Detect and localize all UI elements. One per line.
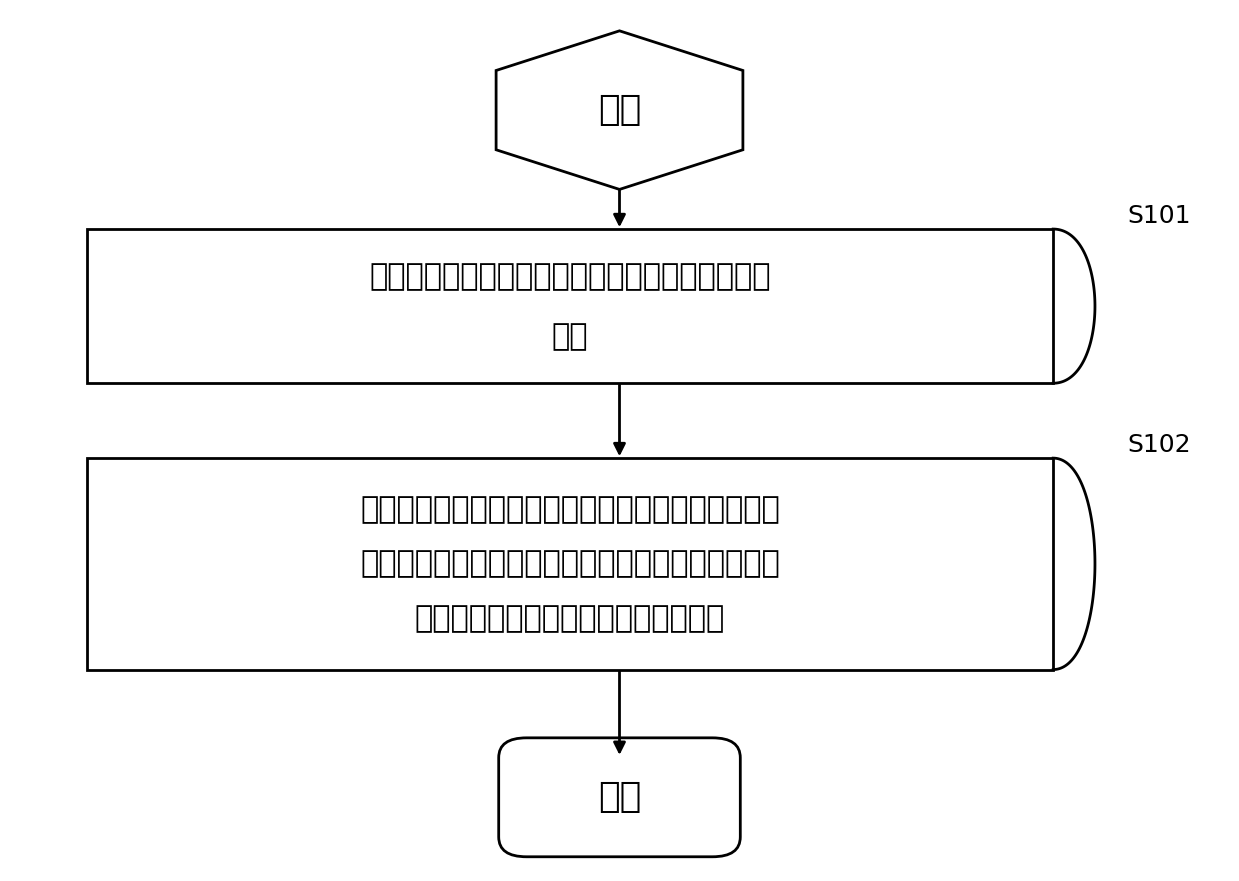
Polygon shape [496, 31, 743, 189]
Text: 当预判所述第一数据包有被丢弃的风险时，向所述数: 当预判所述第一数据包有被丢弃的风险时，向所述数 [361, 495, 779, 523]
Text: S102: S102 [1127, 433, 1191, 457]
Bar [87, 458, 1053, 670]
Text: 监控端对数据输入端预发送的第一数据包进行实时: 监控端对数据输入端预发送的第一数据包进行实时 [369, 263, 771, 292]
Text: 据输入端发送暂停消息；并根据所述暂停消息控制所: 据输入端发送暂停消息；并根据所述暂停消息控制所 [361, 550, 779, 578]
Text: 开始: 开始 [598, 93, 641, 127]
Text: 预判: 预判 [551, 322, 589, 352]
FancyBboxPatch shape [498, 738, 740, 856]
Bar [87, 229, 1053, 383]
Text: 述数据输入端对所述第一数据包的发送: 述数据输入端对所述第一数据包的发送 [415, 604, 725, 633]
Text: S101: S101 [1127, 204, 1191, 228]
Text: 结束: 结束 [598, 781, 641, 814]
